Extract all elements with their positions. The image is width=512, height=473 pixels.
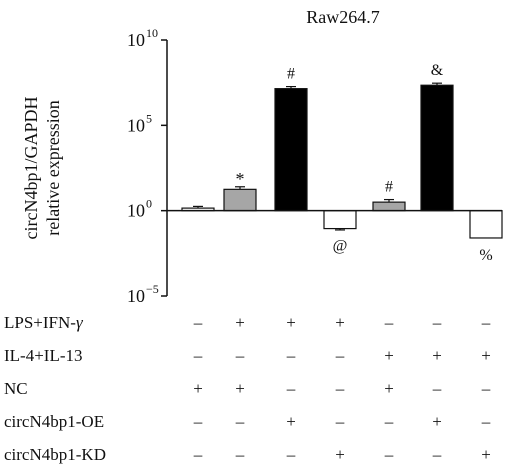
condition-sign-4-6: + <box>432 412 442 431</box>
significance-marker-6: & <box>431 62 444 79</box>
significance-marker-7: % <box>479 247 492 264</box>
condition-sign-3-2: + <box>235 379 245 398</box>
bar-6 <box>420 84 454 212</box>
condition-sign-2-6: + <box>432 346 442 365</box>
condition-sign-2-5: + <box>384 346 394 365</box>
condition-label-2: IL-4+IL-13 <box>4 346 83 365</box>
condition-sign-5-4: + <box>335 445 345 464</box>
condition-sign-1-7: – <box>481 313 491 332</box>
condition-sign-1-3: + <box>286 313 296 332</box>
bar-2 <box>223 188 257 212</box>
condition-sign-4-7: – <box>481 412 491 431</box>
bar-5 <box>372 201 406 212</box>
y-tick-label-exponent-2: 5 <box>146 111 152 125</box>
condition-sign-5-1: – <box>193 445 203 464</box>
y-axis-label-line-2: relative expression <box>43 100 63 235</box>
condition-sign-4-2: – <box>235 412 245 431</box>
condition-label-5: circN4bp1-KD <box>4 445 106 464</box>
significance-marker-3: # <box>287 66 295 83</box>
condition-sign-4-5: – <box>384 412 394 431</box>
condition-label-1: LPS+IFN-γ <box>4 313 84 332</box>
significance-marker-4: @ <box>333 238 348 255</box>
condition-sign-1-1: – <box>193 313 203 332</box>
significance-marker-2: * <box>236 169 245 189</box>
condition-sign-3-7: – <box>481 379 491 398</box>
significance-marker-5: # <box>385 179 393 196</box>
condition-sign-2-1: – <box>193 346 203 365</box>
condition-sign-4-3: + <box>286 412 296 431</box>
condition-label-3: NC <box>4 379 28 398</box>
condition-sign-1-4: + <box>335 313 345 332</box>
y-tick-label-0: 10 <box>127 286 145 306</box>
y-tick-label-exponent-0: −5 <box>146 282 159 296</box>
condition-sign-3-1: + <box>193 379 203 398</box>
y-tick-label-3: 10 <box>127 30 145 50</box>
condition-sign-2-4: – <box>335 346 345 365</box>
condition-sign-3-6: – <box>432 379 442 398</box>
condition-sign-4-4: – <box>335 412 345 431</box>
bar-3 <box>274 88 308 212</box>
y-tick-label-exponent-1: 0 <box>146 197 152 211</box>
condition-sign-5-7: + <box>481 445 491 464</box>
y-tick-label-exponent-3: 10 <box>146 26 158 40</box>
y-tick-label-2: 10 <box>127 115 145 135</box>
condition-sign-2-3: – <box>286 346 296 365</box>
condition-sign-3-5: + <box>384 379 394 398</box>
condition-sign-3-4: – <box>335 379 345 398</box>
condition-sign-3-3: – <box>286 379 296 398</box>
condition-sign-2-7: + <box>481 346 491 365</box>
y-axis-label: circN4bp1/GAPDH relative expression <box>21 97 63 240</box>
bar-7 <box>469 210 503 239</box>
condition-sign-4-1: – <box>193 412 203 431</box>
y-tick-label-1: 10 <box>127 201 145 221</box>
condition-sign-5-3: – <box>286 445 296 464</box>
condition-sign-2-2: – <box>235 346 245 365</box>
condition-sign-1-6: – <box>432 313 442 332</box>
condition-label-greek: γ <box>76 313 84 332</box>
condition-sign-5-2: – <box>235 445 245 464</box>
chart-title: Raw264.7 <box>306 7 380 27</box>
y-axis-label-line-1: circN4bp1/GAPDH <box>21 97 41 240</box>
condition-sign-1-5: – <box>384 313 394 332</box>
condition-sign-5-5: – <box>384 445 394 464</box>
condition-sign-1-2: + <box>235 313 245 332</box>
condition-label-4: circN4bp1-OE <box>4 412 104 431</box>
condition-table: LPS+IFN-γ – + + + – – – IL-4+IL-13 – – – – + + + NC + + – – +… <box>4 313 491 464</box>
condition-sign-5-6: – <box>432 445 442 464</box>
bar-4 <box>323 210 357 230</box>
